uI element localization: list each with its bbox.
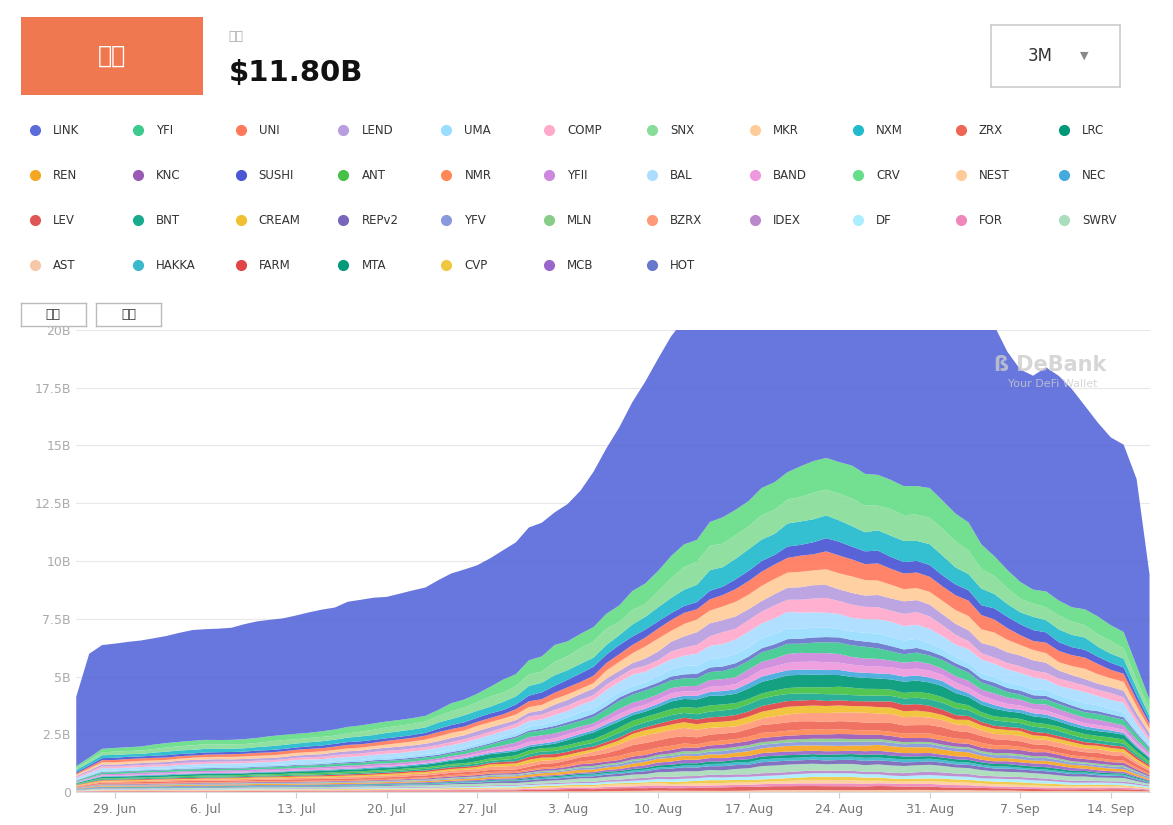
Text: UMA: UMA <box>465 124 491 137</box>
Text: AST: AST <box>53 259 75 271</box>
Text: FARM: FARM <box>258 259 291 271</box>
Text: ▼: ▼ <box>1080 50 1089 61</box>
Text: CVP: CVP <box>465 259 488 271</box>
Text: YFI: YFI <box>156 124 172 137</box>
Text: UNI: UNI <box>258 124 279 137</box>
Text: HOT: HOT <box>670 259 696 271</box>
Text: KNC: KNC <box>156 169 181 182</box>
Text: SWRV: SWRV <box>1082 214 1117 227</box>
Text: BAL: BAL <box>670 169 693 182</box>
Text: ANT: ANT <box>361 169 386 182</box>
Text: 市値: 市値 <box>97 44 127 68</box>
Text: MLN: MLN <box>568 214 592 227</box>
Text: CRV: CRV <box>876 169 900 182</box>
Text: HAKKA: HAKKA <box>156 259 196 271</box>
Text: CREAM: CREAM <box>258 214 300 227</box>
Text: NMR: NMR <box>465 169 491 182</box>
Text: REPv2: REPv2 <box>361 214 399 227</box>
Text: REN: REN <box>53 169 77 182</box>
Text: COMP: COMP <box>568 124 602 137</box>
Text: Your DeFi Wallet: Your DeFi Wallet <box>1008 379 1098 389</box>
Text: 市値: 市値 <box>229 30 244 43</box>
Text: YFII: YFII <box>568 169 588 182</box>
Text: MKR: MKR <box>773 124 799 137</box>
Text: SNX: SNX <box>670 124 694 137</box>
Text: LEND: LEND <box>361 124 393 137</box>
Text: LEV: LEV <box>53 214 75 227</box>
Text: NEC: NEC <box>1082 169 1106 182</box>
Text: MTA: MTA <box>361 259 386 271</box>
Text: FOR: FOR <box>979 214 1003 227</box>
Text: IDEX: IDEX <box>773 214 801 227</box>
Text: LINK: LINK <box>53 124 79 137</box>
Text: ß DeBank: ß DeBank <box>994 356 1106 375</box>
Text: BNT: BNT <box>156 214 179 227</box>
Text: 清空: 清空 <box>121 308 136 321</box>
Text: $11.80B: $11.80B <box>229 59 364 87</box>
Text: LRC: LRC <box>1082 124 1104 137</box>
Text: NEST: NEST <box>979 169 1010 182</box>
Text: 全选: 全选 <box>46 308 61 321</box>
Text: SUSHI: SUSHI <box>258 169 294 182</box>
Text: NXM: NXM <box>876 124 903 137</box>
Text: BAND: BAND <box>773 169 807 182</box>
Text: BZRX: BZRX <box>670 214 703 227</box>
Text: ZRX: ZRX <box>979 124 1003 137</box>
Text: 3M: 3M <box>1028 47 1052 64</box>
Text: MCB: MCB <box>568 259 594 271</box>
Text: DF: DF <box>876 214 891 227</box>
Text: YFV: YFV <box>465 214 486 227</box>
